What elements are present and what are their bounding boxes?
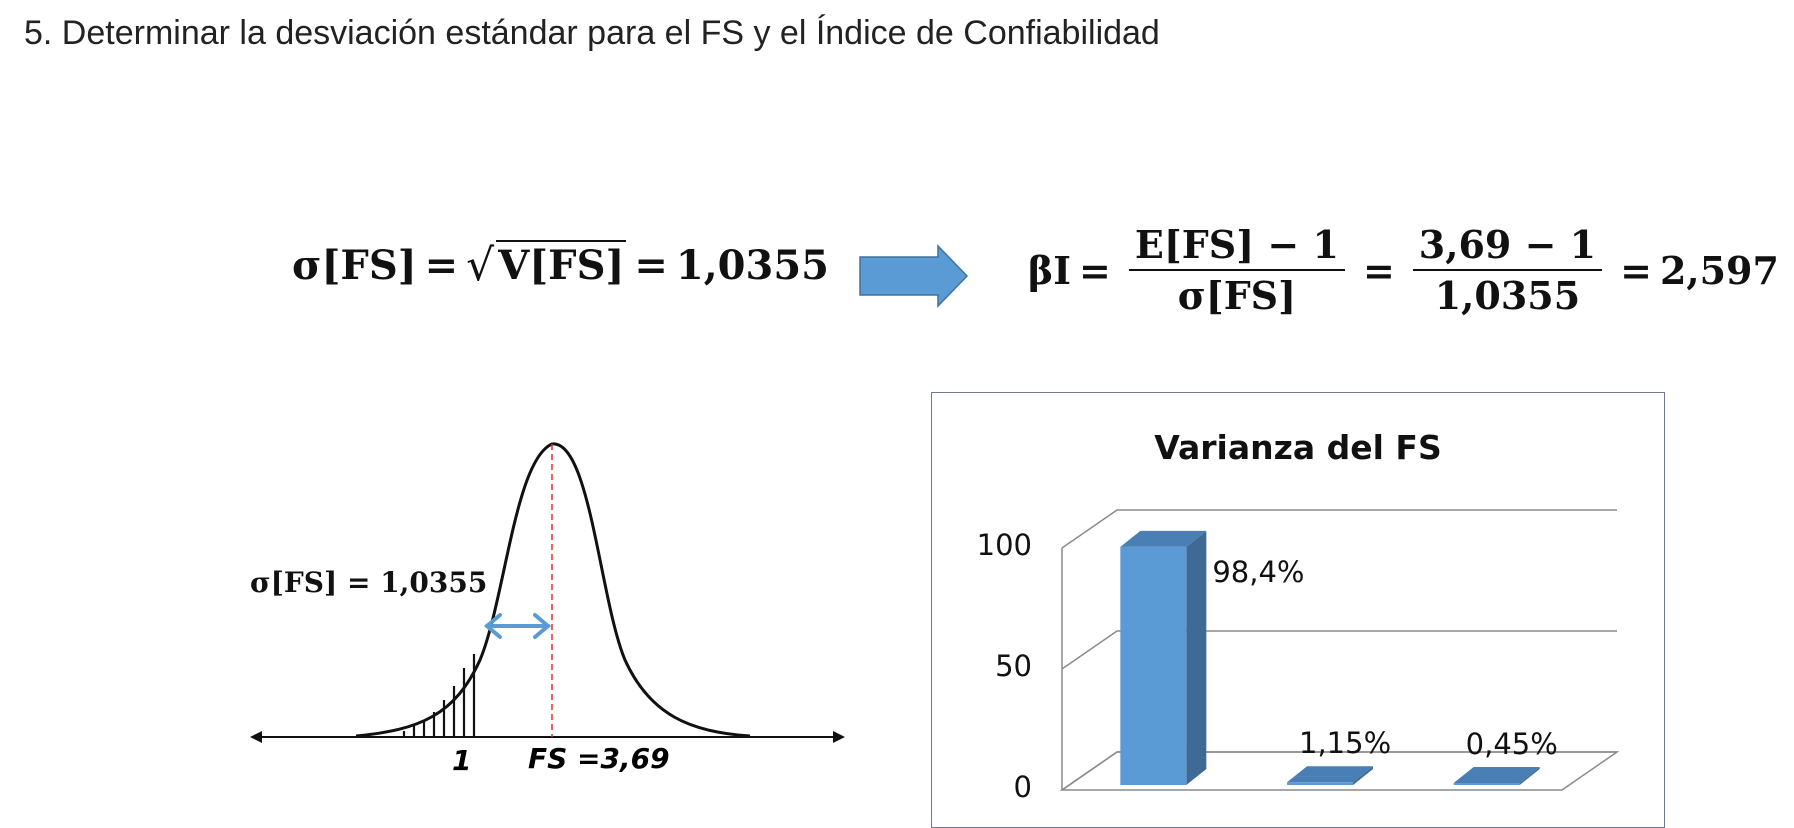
fraction-numeric-numerator: 3,69 − 1	[1412, 222, 1603, 271]
axis-left-arrow-icon	[250, 731, 262, 743]
bar-2	[1287, 782, 1353, 785]
beta-equals-2: =	[1362, 247, 1395, 293]
bar-top-1	[1120, 530, 1207, 547]
sigma-lhs: σ[FS]	[292, 242, 417, 289]
bar-value-label: 98,4%	[1212, 554, 1305, 589]
chart-frame	[931, 392, 1665, 828]
equals-sign: =	[424, 242, 459, 289]
chart-title: Varianza del FS	[1154, 428, 1442, 467]
bar-side-1	[1186, 530, 1207, 785]
fraction-symbolic-denominator: σ[FS]	[1177, 273, 1297, 318]
block-arrow-icon	[859, 244, 969, 308]
bar-3	[1453, 783, 1520, 785]
failure-region-hatching	[402, 654, 476, 737]
bell-sigma-label: σ[FS] = 1,0355	[250, 566, 488, 599]
bar-value-label: 0,45%	[1465, 727, 1558, 761]
sigma-double-arrow-icon	[483, 613, 552, 639]
bell-curve	[355, 442, 751, 738]
bell-x-label-1: 1	[452, 744, 472, 777]
y-tick-label: 100	[976, 528, 1032, 562]
fraction-symbolic: E[FS] − 1 σ[FS]	[1128, 222, 1345, 318]
fraction-symbolic-numerator: E[FS] − 1	[1128, 222, 1345, 271]
fraction-numeric-denominator: 1,0355	[1434, 273, 1581, 318]
bar-1	[1120, 546, 1187, 785]
sigma-equation: σ[FS] = √ V[FS] = 1,0355	[292, 240, 829, 291]
bar-top-3	[1453, 767, 1540, 783]
slide-heading: 5. Determinar la desviación estándar par…	[24, 14, 1160, 52]
equals-sign-2: =	[634, 242, 668, 289]
bar-side-3	[1519, 767, 1540, 785]
y-tick-label: 50	[995, 649, 1032, 683]
beta-equals-3: =	[1620, 247, 1652, 293]
chart-floor	[1059, 751, 1620, 791]
fraction-numeric: 3,69 − 1 1,0355	[1412, 222, 1603, 318]
sigma-result: 1,0355	[675, 242, 829, 289]
bar-value-label: 1,15%	[1299, 726, 1392, 761]
beta-lhs: βI	[1028, 247, 1072, 293]
beta-equation: βI = E[FS] − 1 σ[FS] = 3,69 − 1 1,0355 =…	[1028, 222, 1779, 318]
bar-side-2	[1353, 766, 1373, 785]
bell-x-label-fs: FS =3,69	[528, 742, 670, 775]
beta-result: 2,597	[1659, 247, 1779, 293]
y-tick-label: 0	[1013, 770, 1032, 804]
gridline-50	[1061, 630, 1617, 670]
gridline-100	[1061, 509, 1617, 549]
bar-top-2	[1287, 766, 1373, 783]
sqrt-expression: √ V[FS]	[466, 240, 627, 291]
axis-right-arrow-icon	[833, 731, 845, 743]
beta-equals-1: =	[1079, 247, 1111, 293]
sqrt-radicand: V[FS]	[496, 240, 627, 289]
sqrt-sign-icon: √	[466, 240, 495, 291]
